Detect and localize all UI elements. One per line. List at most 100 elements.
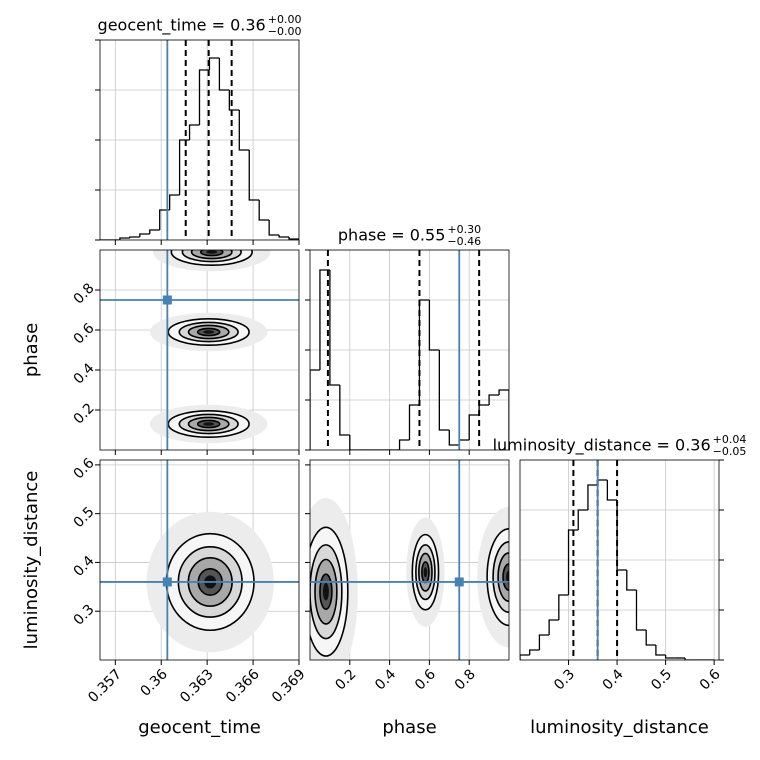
histogram-step xyxy=(258,200,270,221)
panel-frame xyxy=(99,459,300,661)
panel xyxy=(520,460,719,660)
x-tick-label: 0.6 xyxy=(412,666,439,693)
histogram-step xyxy=(538,634,550,650)
histogram-step xyxy=(169,194,180,210)
x-tick-label: 0.4 xyxy=(600,666,627,693)
panel xyxy=(310,460,509,660)
y-tick-label: 0.5 xyxy=(71,504,98,531)
histogram-step xyxy=(119,237,130,240)
histogram-step xyxy=(408,404,420,440)
title-upper: +0.04 xyxy=(713,433,747,446)
histogram-step xyxy=(664,655,676,659)
panel-frame xyxy=(99,249,300,451)
title-lower: −0.46 xyxy=(447,235,481,248)
histogram-step xyxy=(310,369,320,450)
y-axis-label: luminosity_distance xyxy=(21,471,42,650)
histogram-step xyxy=(149,229,160,234)
x-tick-label: 0.357 xyxy=(85,666,125,706)
panel xyxy=(100,40,299,240)
density-contour xyxy=(423,567,428,578)
histogram-step xyxy=(208,57,220,70)
histogram-step xyxy=(655,645,666,656)
x-axis-label: phase xyxy=(382,717,436,738)
panel-frame xyxy=(309,249,510,451)
x-tick-label: 0.366 xyxy=(223,666,263,706)
histogram-step xyxy=(228,90,240,111)
histogram-step xyxy=(529,649,540,655)
histogram-step xyxy=(418,299,430,405)
histogram-step xyxy=(178,139,190,195)
histogram-step xyxy=(288,237,299,240)
histogram-step xyxy=(248,150,260,201)
histogram-step xyxy=(488,394,500,405)
histogram-step xyxy=(597,479,608,485)
histogram-step xyxy=(567,529,579,595)
x-tick-label: 0.6 xyxy=(697,666,724,693)
histogram-step xyxy=(684,658,695,660)
x-tick-label: 0.2 xyxy=(332,666,359,693)
truth-marker xyxy=(162,577,172,587)
truth-marker xyxy=(162,295,172,305)
truth-marker xyxy=(454,577,464,587)
y-tick-label: 0.4 xyxy=(71,553,98,580)
histogram-step xyxy=(626,570,637,591)
density-contour xyxy=(203,330,215,334)
density-contour xyxy=(203,422,215,426)
x-tick-label: 0.4 xyxy=(372,666,399,693)
histogram-step xyxy=(458,439,470,445)
y-axis-label: phase xyxy=(21,323,42,377)
histogram-step xyxy=(520,654,530,660)
panel xyxy=(310,250,509,450)
histogram-step xyxy=(428,300,440,351)
histogram-step xyxy=(268,220,280,236)
y-tick-label: 0.8 xyxy=(71,280,98,307)
panel xyxy=(100,460,299,660)
histogram-step xyxy=(349,435,360,450)
title-upper: +0.30 xyxy=(447,223,481,236)
histogram-step xyxy=(616,500,627,571)
histogram-step xyxy=(577,509,588,530)
y-tick-label: 0.4 xyxy=(71,360,98,387)
x-tick-label: 0.363 xyxy=(177,666,217,706)
panel-title: luminosity_distance = 0.36 xyxy=(493,436,711,456)
density-contour xyxy=(322,582,329,601)
histogram-step xyxy=(438,350,450,431)
histogram-step xyxy=(398,439,410,450)
x-tick-label: 0.8 xyxy=(452,666,479,693)
histogram-step xyxy=(339,385,350,436)
histogram-step xyxy=(238,110,250,151)
density-contour xyxy=(206,250,218,254)
y-tick-label: 0.6 xyxy=(71,320,98,347)
x-tick-label: 0.5 xyxy=(648,666,675,693)
x-axis-label: luminosity_distance xyxy=(530,717,709,738)
panel-frame xyxy=(309,459,510,661)
x-tick-label: 0.369 xyxy=(269,666,309,706)
histogram-step xyxy=(498,389,509,450)
title-lower: −0.00 xyxy=(268,25,302,38)
histogram-step xyxy=(129,236,140,238)
histogram-step xyxy=(278,235,290,238)
histogram-step xyxy=(139,233,150,237)
panel-frame xyxy=(99,39,300,241)
histogram-step xyxy=(159,209,170,230)
title-lower: −0.05 xyxy=(713,445,747,458)
histogram-step xyxy=(468,414,480,440)
x-axis-label: geocent_time xyxy=(138,717,261,738)
y-tick-label: 0.6 xyxy=(71,455,98,482)
histogram-step xyxy=(558,594,569,620)
panel-title: phase = 0.55 xyxy=(338,226,445,245)
histogram-step xyxy=(329,270,340,386)
y-tick-label: 0.2 xyxy=(71,400,98,427)
histogram-step xyxy=(587,484,598,510)
y-tick-label: 0.3 xyxy=(71,602,98,629)
panel-frame xyxy=(519,459,720,661)
histogram-step xyxy=(645,630,656,646)
histogram-step xyxy=(478,404,490,415)
density-contour xyxy=(506,570,509,584)
histogram-step xyxy=(548,619,559,635)
x-tick-label: 0.3 xyxy=(551,666,578,693)
histogram-step xyxy=(218,58,230,91)
histogram-step xyxy=(188,124,200,140)
histogram-step xyxy=(319,269,330,370)
